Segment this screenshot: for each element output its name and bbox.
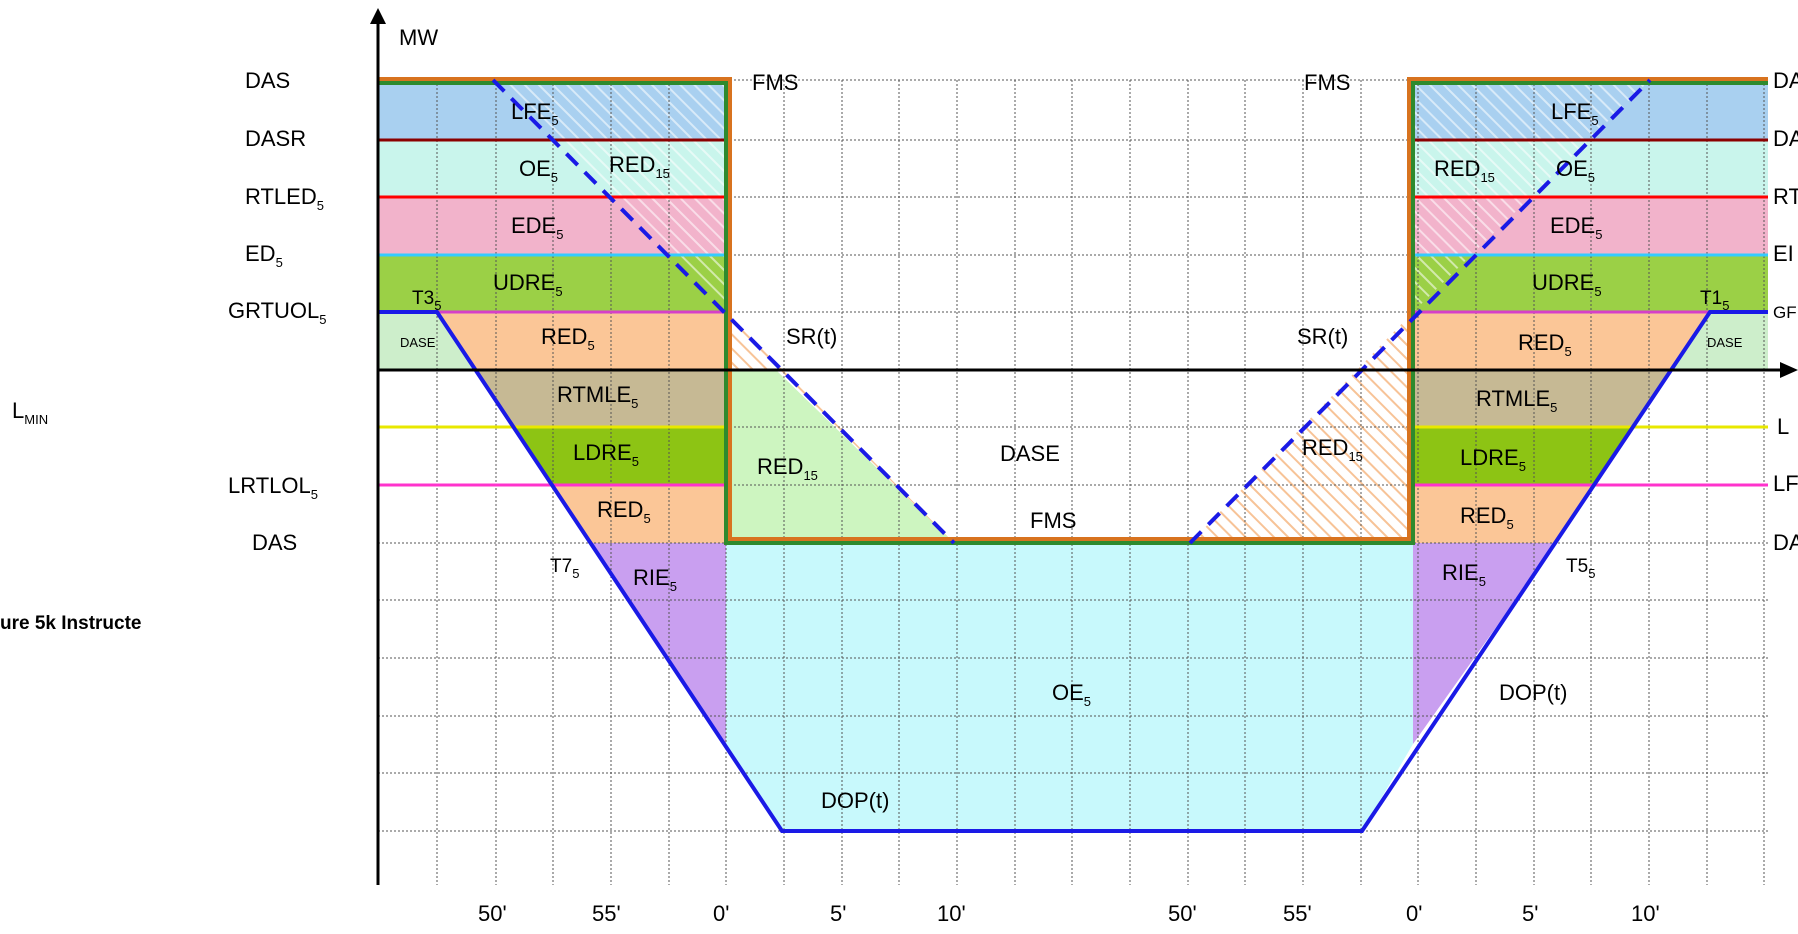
center-red15-left-label: RED15 (757, 454, 818, 483)
sr-dashed-line-right (1188, 78, 1652, 545)
right-red-lower-band (1413, 485, 1594, 543)
sr-dashed-line-left (491, 78, 956, 545)
left-red-upper-label: RED5 (541, 324, 595, 353)
x-tick: 50' (1168, 901, 1197, 926)
left-udre-label: UDRE5 (493, 270, 563, 299)
left-label-lmin: LMIN (12, 398, 48, 427)
right-red-lower-label: RED5 (1460, 503, 1514, 532)
left-label-rtled: RTLED5 (245, 184, 324, 213)
left-red-lower-band (552, 485, 726, 543)
right-dase-band (1671, 312, 1768, 370)
right-lfe-label: LFE5 (1551, 99, 1599, 128)
level-lines (378, 138, 1768, 487)
left-rtmle-label: RTMLE5 (557, 382, 638, 411)
left-t7-label: T75 (550, 556, 579, 581)
left-ede-label: EDE5 (511, 213, 563, 242)
left-red15-label: RED15 (609, 152, 670, 181)
left-red-lower-label: RED5 (597, 497, 651, 526)
center-fms-label: FMS (1030, 508, 1076, 533)
left-rtmle-band (476, 370, 726, 427)
figure-caption: ure 5k Instructe (0, 613, 142, 634)
center-oe-label: OE5 (1052, 680, 1091, 709)
left-label-das-bottom: DAS (252, 530, 297, 555)
left-dase-small-label: DASE (400, 335, 436, 350)
left-red-upper-band (437, 312, 726, 370)
left-udre-band (378, 255, 726, 312)
center-block (726, 312, 1413, 831)
right-rie-label: RIE5 (1442, 560, 1486, 589)
y-axis-arrow-icon (370, 8, 386, 24)
right-label-dasr: DA (1773, 126, 1798, 151)
left-dase-band (378, 312, 476, 370)
x-tick: 5' (830, 901, 846, 926)
left-label-grtuol: GRTUOL5 (228, 298, 327, 327)
right-label-das: DA (1773, 68, 1798, 93)
left-label-dasr: DASR (245, 126, 306, 151)
center-oe-area (726, 543, 1413, 831)
dop-blue-profile (378, 310, 1768, 833)
fms-orange-profile (378, 77, 1768, 541)
right-ede-label: EDE5 (1550, 213, 1602, 242)
center-red15-right-label: RED15 (1302, 435, 1363, 464)
sr-label-right: SR(t) (1297, 324, 1348, 349)
right-label-ed: EI (1773, 241, 1794, 266)
y-axis-label: MW (399, 25, 438, 50)
left-rie-label: RIE5 (633, 565, 677, 594)
x-tick: 10' (937, 901, 966, 926)
right-label-lrtlol: LF (1773, 471, 1798, 496)
center-dase-label: DASE (1000, 441, 1060, 466)
x-tick: 55' (1283, 901, 1312, 926)
center-dop-label: DOP(t) (821, 788, 889, 813)
x-axis-arrow-icon (1780, 362, 1798, 378)
right-ldre-band (1413, 427, 1633, 485)
left-lfe-label: LFE5 (511, 99, 559, 128)
das-green-profile (378, 81, 1768, 545)
x-tick: 10' (1631, 901, 1660, 926)
right-label-grtuol: GF (1773, 303, 1797, 322)
sr-label-left: SR(t) (786, 324, 837, 349)
right-rtmle-band (1413, 370, 1671, 427)
right-red15-label: RED15 (1434, 156, 1495, 185)
left-label-lrtlol: LRTLOL5 (228, 473, 318, 502)
x-tick-labels: 50' 55' 0' 5' 10' 50' 55' 0' 5' 10' (478, 901, 1660, 926)
x-tick: 55' (592, 901, 621, 926)
right-dop-label: DOP(t) (1499, 680, 1567, 705)
right-label-rtled: RT (1773, 184, 1798, 209)
right-udre-label: UDRE5 (1532, 270, 1602, 299)
x-tick: 0' (713, 901, 729, 926)
right-dase-small-label: DASE (1707, 335, 1743, 350)
right-label-das-bottom: DA (1773, 530, 1798, 555)
x-tick: 0' (1406, 901, 1422, 926)
left-t3-label: T35 (412, 288, 441, 313)
right-oe-label: OE5 (1556, 156, 1595, 185)
right-ldre-label: LDRE5 (1460, 445, 1526, 474)
right-t5-label: T55 (1566, 556, 1595, 581)
left-ldre-band (514, 427, 726, 485)
right-red-upper-band (1413, 312, 1710, 370)
left-ldre-label: LDRE5 (573, 440, 639, 469)
left-label-ed: ED5 (245, 241, 283, 270)
left-oe-label: OE5 (519, 156, 558, 185)
right-label-lmin: L (1777, 414, 1789, 439)
fms-label-right: FMS (1304, 70, 1350, 95)
right-red-upper-label: RED5 (1518, 330, 1572, 359)
x-tick: 5' (1522, 901, 1538, 926)
x-tick: 50' (478, 901, 507, 926)
right-t1-label: T15 (1700, 288, 1729, 313)
left-label-das-top: DAS (245, 68, 290, 93)
right-rtmle-label: RTMLE5 (1476, 386, 1557, 415)
fms-label-left: FMS (752, 70, 798, 95)
